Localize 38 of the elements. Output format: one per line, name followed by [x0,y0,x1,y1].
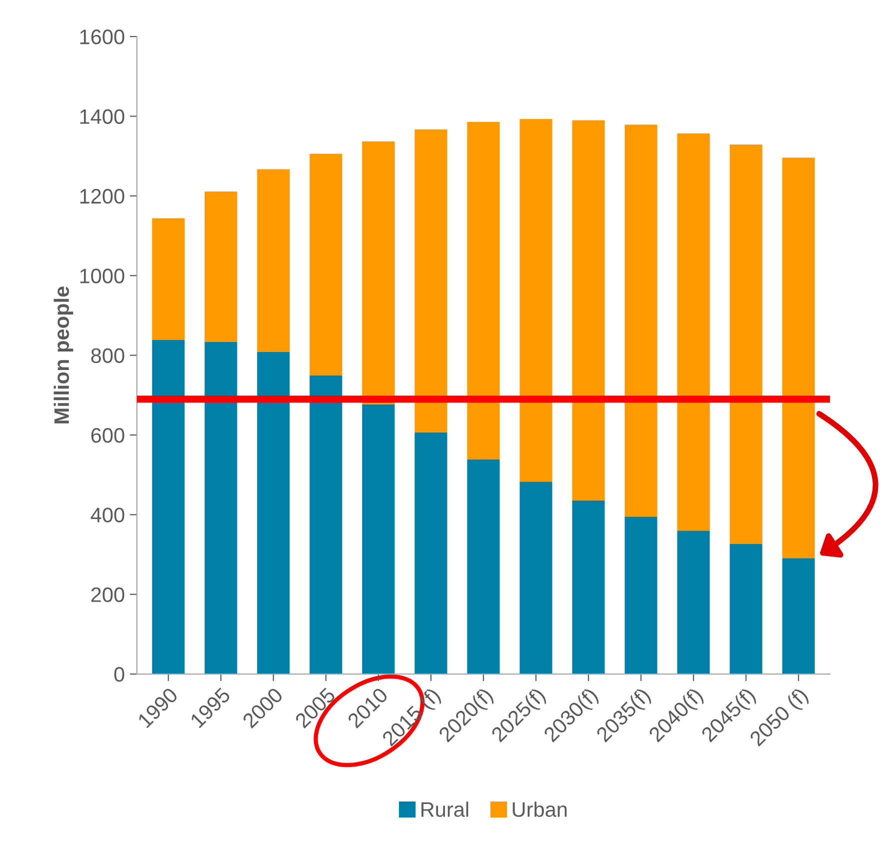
bar [414,129,448,432]
bar [572,120,605,500]
bar [257,169,290,352]
y-tick-label: 1400 [80,109,124,124]
y-tick-label: 1200 [80,188,124,204]
bar [467,459,500,674]
bar [624,124,658,517]
bar [204,342,238,674]
bar [362,404,395,674]
y-tick-label: 600 [91,428,124,443]
bar [730,544,762,674]
bar [572,500,605,674]
bar [414,432,448,674]
bar [677,133,710,531]
legend-label: Rural [421,802,468,817]
y-tick-label: 400 [90,508,124,522]
bar [624,516,658,674]
y-axis-title: Million people [54,286,74,424]
bar [467,122,500,460]
bar [520,482,552,674]
y-tick-label: 0 [114,667,124,682]
y-tick-label: 1600 [80,30,124,44]
bar [782,158,815,558]
bar [152,340,185,674]
bar [520,119,552,482]
y-tick-label: 1000 [80,268,124,284]
y-tick-label: 200 [91,587,124,602]
bar [310,375,342,674]
y-tick-label: 800 [91,348,124,364]
bar [257,352,290,674]
bar [782,558,815,674]
bar [730,144,762,544]
bar [310,154,342,376]
legend-label: Urban [512,802,567,817]
bar [362,141,395,404]
bar [204,192,238,342]
bar [677,530,710,674]
bar [152,218,185,340]
